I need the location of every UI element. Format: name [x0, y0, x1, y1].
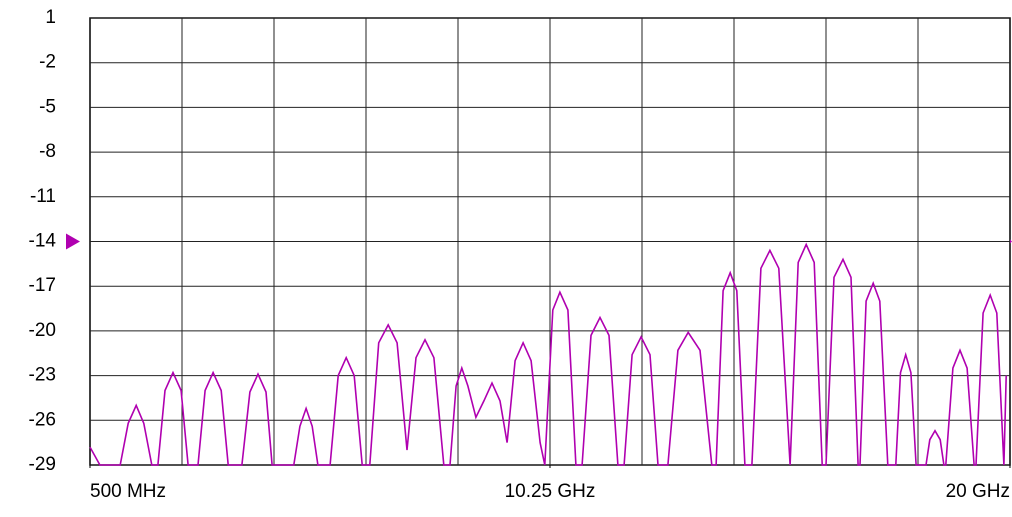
y-tick-label: -20: [29, 320, 56, 341]
reference-marker: [66, 233, 80, 250]
x-tick-label: 500 MHz: [90, 481, 166, 502]
x-tick-label: 10.25 GHz: [505, 481, 596, 502]
x-tick-label: 20 GHz: [946, 481, 1010, 502]
y-tick-label: -11: [30, 186, 56, 207]
y-tick-label: 1: [45, 7, 56, 28]
trace-line: [89, 242, 1007, 466]
y-tick-label: -8: [39, 141, 56, 162]
y-tick-label: -14: [29, 231, 57, 252]
y-tick-label: -5: [39, 96, 56, 117]
reference-marker-right: [1010, 239, 1012, 244]
y-tick-label: -17: [29, 275, 56, 296]
y-tick-label: -2: [39, 52, 56, 73]
y-tick-label: -29: [29, 454, 56, 475]
y-tick-label: -26: [29, 409, 56, 430]
y-tick-label: -23: [29, 365, 56, 386]
